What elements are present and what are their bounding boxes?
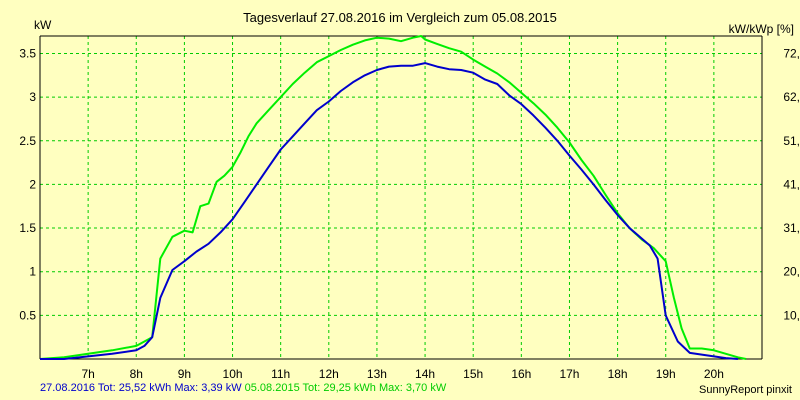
y2-tick-label: 62,0 <box>783 90 800 104</box>
x-tick-label: 9h <box>178 367 191 381</box>
legend-series-1: 27.08.2016 Tot: 25,52 kWh Max: 3,39 kW <box>40 382 242 394</box>
series-line-2 <box>39 35 747 360</box>
y-tick-label: 0.5 <box>19 308 36 322</box>
x-tick-label: 14h <box>415 367 435 381</box>
x-tick-label: 10h <box>223 367 243 381</box>
x-tick-label: 8h <box>130 367 143 381</box>
legend-series-2: 05.08.2015 Tot: 29,25 kWh Max: 3,70 kW <box>244 382 447 394</box>
y-tick-label: 1.5 <box>19 221 36 235</box>
y-axis-label: kW <box>34 18 52 32</box>
x-tick-label: 19h <box>656 367 676 381</box>
x-tick-label: 16h <box>511 367 531 381</box>
series-lines <box>39 35 747 360</box>
x-tick-label: 11h <box>271 367 290 381</box>
chart-title: Tagesverlauf 27.08.2016 im Vergleich zum… <box>243 10 557 25</box>
y-tick-label: 1 <box>29 265 36 279</box>
y2-tick-label: 72,3 <box>783 46 800 60</box>
series-line-1 <box>40 62 738 360</box>
tick-labels: 7h 8h 9h 10h 11h 12h 13h 14h 15h 16h 17h 18h 19h 20h 0… <box>19 46 800 381</box>
x-tick-label: 20h <box>704 367 724 381</box>
x-tick-label: 7h <box>81 367 94 381</box>
y2-axis-label: kW/kWp [%] <box>728 22 794 36</box>
y2-tick-label: 10,3 <box>783 308 800 322</box>
y-tick-label: 2.5 <box>19 134 36 148</box>
y2-tick-label: 41,3 <box>783 177 800 191</box>
x-tick-label: 18h <box>608 367 628 381</box>
y2-tick-label: 31,0 <box>783 221 800 235</box>
grid <box>40 36 762 359</box>
y-tick-label: 3.5 <box>19 46 36 60</box>
legend-footer: 27.08.2016 Tot: 25,52 kWh Max: 3,39 kW 0… <box>40 382 446 394</box>
y2-tick-label: 20,7 <box>783 265 800 279</box>
y-tick-label: 3 <box>29 90 36 104</box>
x-tick-label: 15h <box>463 367 483 381</box>
x-tick-label: 13h <box>367 367 387 381</box>
y2-tick-label: 51,7 <box>783 134 800 148</box>
credit-text: SunnyReport pinxit <box>699 384 792 396</box>
y-tick-label: 2 <box>29 177 36 191</box>
x-tick-label: 12h <box>319 367 339 381</box>
x-tick-label: 17h <box>559 367 579 381</box>
axes <box>39 35 763 360</box>
